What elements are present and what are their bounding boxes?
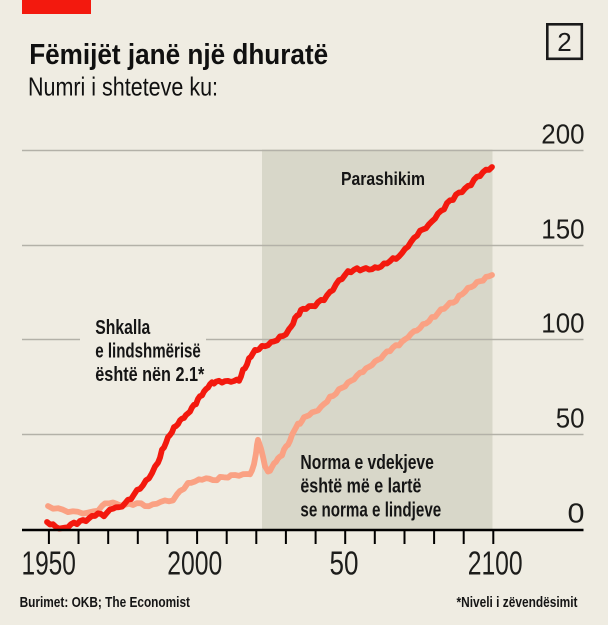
svg-text:e lindshmërisë: e lindshmërisë: [95, 341, 201, 363]
svg-text:Burimet: OKB; The Economist: Burimet: OKB; The Economist: [20, 594, 190, 611]
svg-text:Shkalla: Shkalla: [95, 317, 151, 339]
svg-text:Numri i shteteve ku:: Numri i shteteve ku:: [28, 72, 218, 102]
svg-text:Norma e vdekjeve: Norma e vdekjeve: [300, 452, 434, 474]
svg-text:200: 200: [541, 119, 584, 150]
svg-text:2000: 2000: [167, 545, 222, 582]
svg-text:1950: 1950: [21, 545, 76, 582]
svg-text:Parashikim: Parashikim: [341, 169, 425, 189]
svg-text:150: 150: [541, 214, 584, 245]
svg-text:100: 100: [541, 308, 584, 339]
svg-text:se norma e lindjeve: se norma e lindjeve: [300, 499, 441, 521]
svg-text:*Niveli i zëvendësimit: *Niveli i zëvendësimit: [457, 594, 578, 611]
svg-text:është nën 2.1*: është nën 2.1*: [95, 364, 204, 386]
svg-text:50: 50: [556, 403, 585, 434]
svg-text:2: 2: [557, 27, 571, 57]
svg-text:Fëmijët janë një dhuratë: Fëmijët janë një dhuratë: [29, 39, 328, 71]
svg-text:0: 0: [568, 498, 585, 529]
svg-text:2100: 2100: [468, 545, 523, 582]
svg-text:50: 50: [330, 545, 359, 582]
svg-text:është më e lartë: është më e lartë: [300, 476, 421, 498]
